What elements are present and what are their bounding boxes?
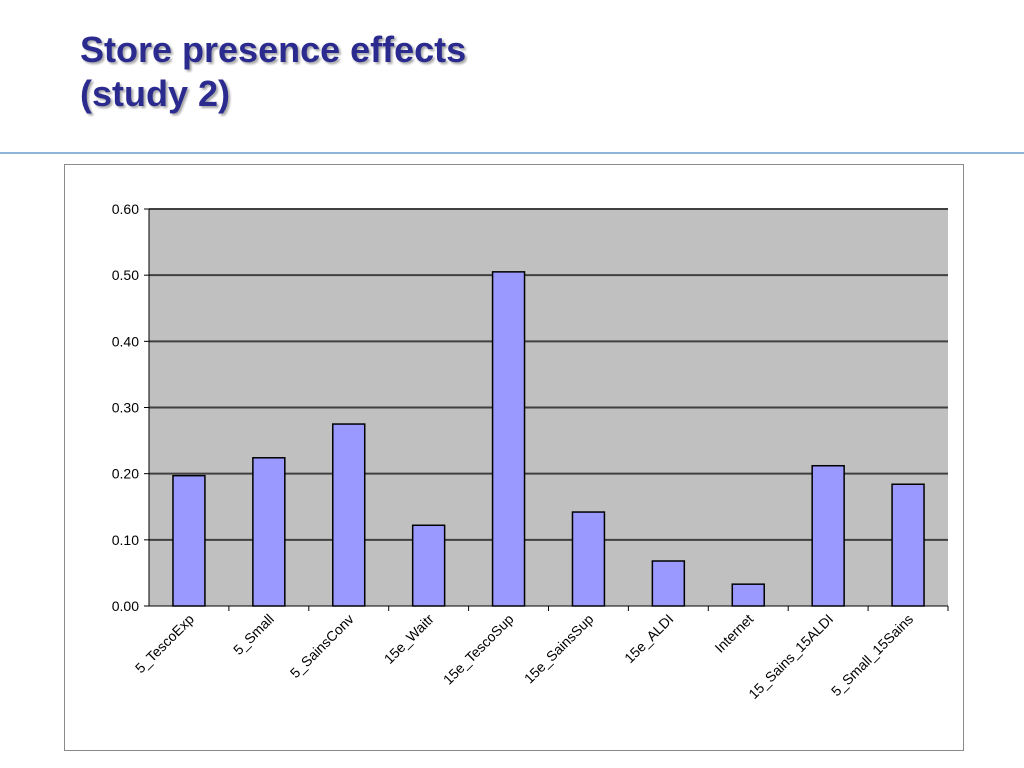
bar bbox=[891, 483, 925, 607]
chart-frame: 0.00 0.10 0.20 0.30 0.40 0.50 0.60 5_TescoExp 5_… bbox=[64, 164, 964, 751]
bar bbox=[571, 511, 606, 607]
x-tick-label: 5_TescoExp bbox=[132, 611, 197, 676]
x-tick-label: 5_Small bbox=[230, 611, 277, 658]
title-divider bbox=[0, 152, 1024, 154]
x-tick-label: 15e_TescoSup bbox=[440, 611, 517, 688]
y-tick-label: 0.20 bbox=[112, 466, 139, 482]
y-tick-label: 0.60 bbox=[112, 201, 139, 217]
bar bbox=[172, 474, 206, 607]
x-tick-label: 15e_ALDI bbox=[621, 611, 676, 666]
bar-chart: 0.00 0.10 0.20 0.30 0.40 0.50 0.60 5_TescoExp 5_… bbox=[112, 201, 949, 702]
bar bbox=[731, 583, 765, 607]
y-tick-label: 0.10 bbox=[112, 532, 139, 548]
bar bbox=[811, 464, 845, 607]
x-tick-label: Internet bbox=[711, 611, 756, 656]
bar bbox=[651, 560, 686, 607]
x-tick-label: 15e_Waitr bbox=[381, 611, 437, 667]
y-tick-label: 0.40 bbox=[112, 333, 139, 349]
slide-title: Store presence effects (study 2) bbox=[80, 28, 466, 116]
y-tick-label: 0.30 bbox=[112, 400, 139, 416]
slide-title-line-2: (study 2) bbox=[80, 73, 231, 114]
x-tick-label: 15_Sains_15ALDI bbox=[745, 611, 836, 702]
bar bbox=[252, 457, 286, 607]
x-tick-label: 5_SainsConv bbox=[287, 611, 357, 681]
y-tick-label: 0.50 bbox=[112, 267, 139, 283]
slide-title-line-1: Store presence effects bbox=[80, 29, 467, 70]
bar bbox=[491, 271, 526, 607]
y-tick-label: 0.00 bbox=[112, 598, 139, 614]
bar bbox=[332, 423, 366, 607]
x-tick-label: 5_Small_15Sains bbox=[828, 611, 916, 699]
bar bbox=[411, 524, 446, 607]
x-tick-label: 15e_SainsSup bbox=[521, 611, 597, 687]
